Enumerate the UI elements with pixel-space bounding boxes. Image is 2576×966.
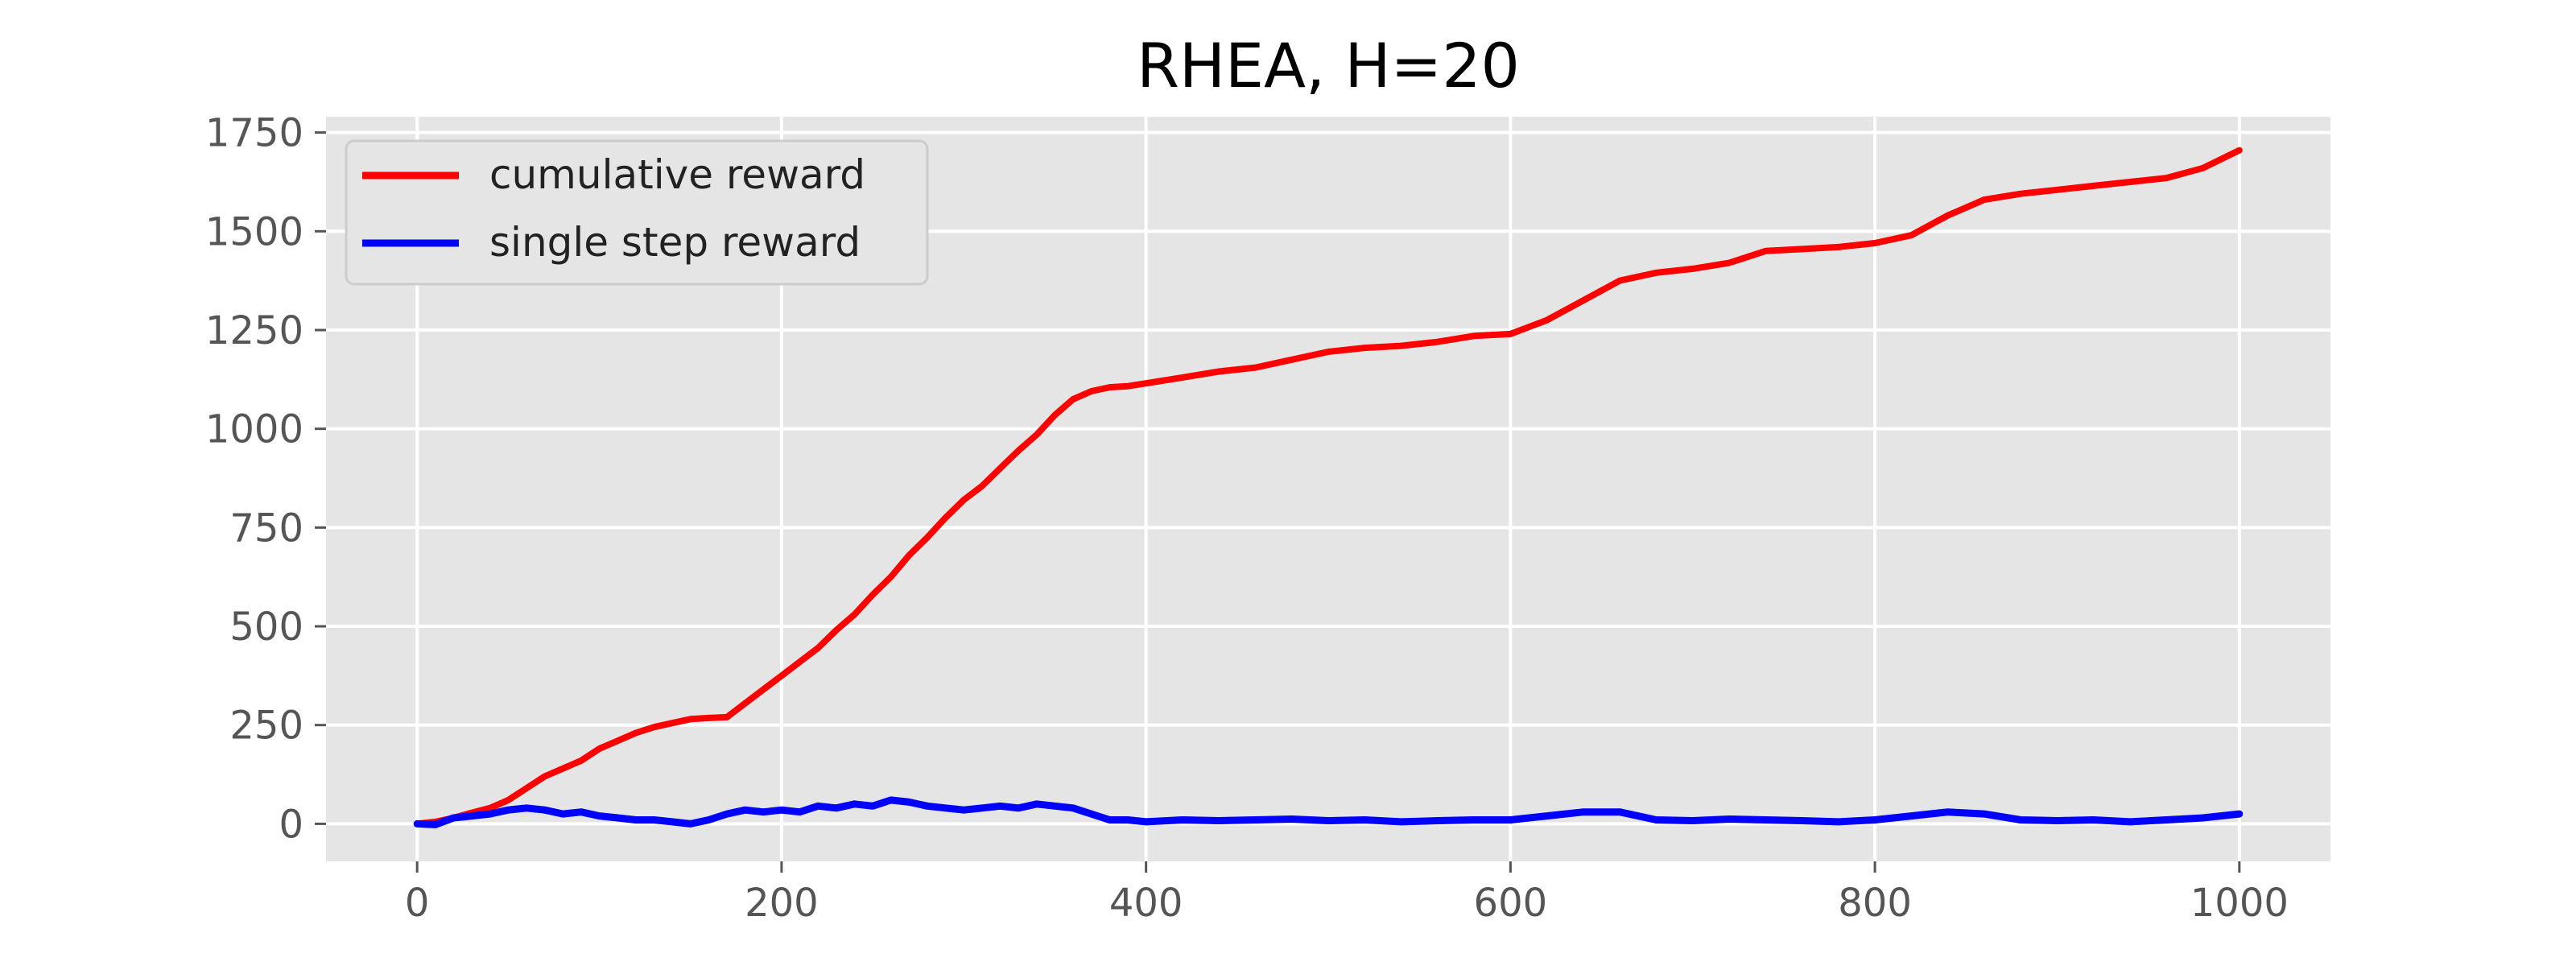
y-tick-label: 1500: [205, 209, 303, 254]
series-line-cumulative-reward: [414, 147, 2243, 828]
y-tick-label: 250: [229, 704, 303, 749]
y-axis: 0 250 500 750 1000 1250 1500 1750: [205, 111, 326, 847]
legend-box: [345, 139, 929, 286]
series-line-single-step-reward: [413, 796, 2244, 828]
x-tick-label: 1000: [2190, 881, 2289, 926]
y-tick-label: 1750: [205, 111, 303, 156]
y-tick-label: 0: [279, 802, 303, 847]
legend-label-single-step-reward: single step reward: [489, 219, 861, 266]
series-group: [413, 147, 2244, 828]
legend: cumulative reward single step reward: [345, 139, 929, 286]
x-tick-label: 200: [745, 881, 819, 926]
x-tick-label: 0: [405, 881, 430, 926]
y-tick-label: 500: [229, 605, 303, 650]
x-tick-label: 600: [1474, 881, 1548, 926]
y-tick-label: 750: [229, 506, 303, 551]
y-tick-label: 1250: [205, 308, 303, 353]
x-tick-label: 800: [1838, 881, 1912, 926]
x-axis: 0 200 400 600 800 1000: [405, 861, 2289, 926]
x-tick-label: 400: [1109, 881, 1183, 926]
y-tick-label: 1000: [205, 407, 303, 452]
legend-label-cumulative-reward: cumulative reward: [489, 151, 865, 198]
chart-title: RHEA, H=20: [1137, 30, 1520, 101]
